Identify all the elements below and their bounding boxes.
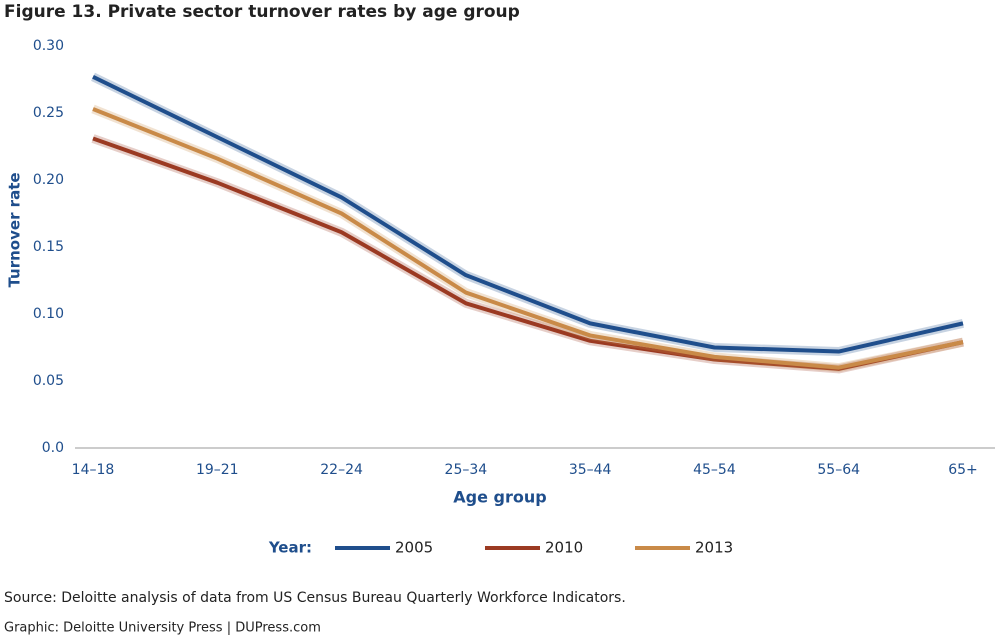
x-axis-title: Age group xyxy=(453,488,546,507)
legend-label: 2010 xyxy=(545,539,583,557)
x-tick-label: 55–64 xyxy=(817,462,860,478)
x-tick-label: 25–34 xyxy=(445,462,488,478)
y-tick-label: 0.25 xyxy=(33,105,64,121)
x-tick-label: 14–18 xyxy=(72,462,115,478)
x-tick-label: 65+ xyxy=(948,462,978,478)
y-tick-label: 0.30 xyxy=(33,38,64,54)
source-note: Source: Deloitte analysis of data from U… xyxy=(4,590,626,606)
y-tick-label: 0.10 xyxy=(33,306,64,322)
legend-label: 2013 xyxy=(695,539,733,557)
x-tick-label: 45–54 xyxy=(693,462,736,478)
x-tick-label: 19–21 xyxy=(196,462,239,478)
x-tick-label: 22–24 xyxy=(320,462,363,478)
x-tick-label: 35–44 xyxy=(569,462,612,478)
chart-title: Figure 13. Private sector turnover rates… xyxy=(4,2,520,22)
credit-note: Graphic: Deloitte University Press | DUP… xyxy=(4,621,321,636)
series-line xyxy=(92,136,964,371)
y-tick-label: 0.0 xyxy=(42,440,64,456)
legend-title: Year: xyxy=(268,539,312,557)
series-line xyxy=(92,107,964,370)
y-tick-label: 0.15 xyxy=(33,239,64,255)
y-tick-label: 0.05 xyxy=(33,373,64,389)
y-axis-title: Turnover rate xyxy=(6,172,24,287)
y-tick-label: 0.20 xyxy=(33,172,64,188)
series-glow xyxy=(91,134,964,374)
series-line xyxy=(92,75,964,354)
legend-label: 2005 xyxy=(395,539,433,557)
series-glow xyxy=(91,104,964,373)
